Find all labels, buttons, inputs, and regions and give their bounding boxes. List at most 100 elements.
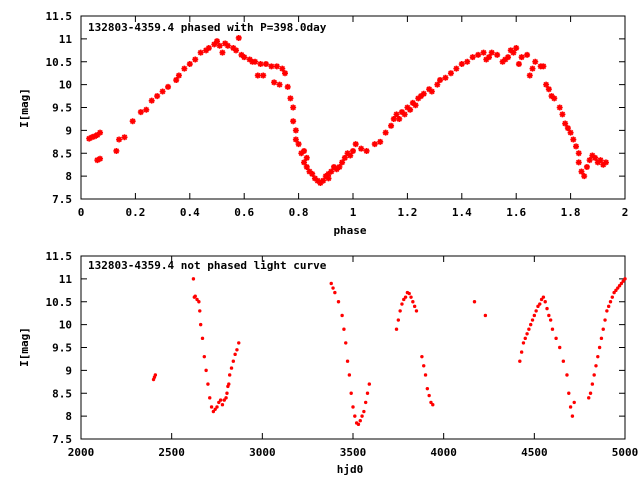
- data-point: [619, 281, 624, 286]
- data-point: [575, 159, 582, 166]
- data-point: [301, 159, 308, 166]
- data-point: [464, 58, 471, 65]
- y-tick-label: 10: [59, 79, 72, 92]
- data-point: [377, 138, 384, 145]
- x-tick-label: 0: [78, 206, 85, 219]
- data-point: [159, 88, 166, 95]
- data-point: [592, 154, 599, 161]
- data-point: [197, 49, 204, 56]
- x-axis-label: hjd0: [337, 463, 364, 476]
- data-point: [231, 359, 236, 363]
- data-point: [301, 147, 308, 154]
- data-point: [472, 300, 477, 304]
- data-point: [559, 111, 566, 118]
- data-point: [137, 109, 144, 116]
- data-point: [565, 373, 569, 377]
- data-point: [420, 354, 424, 359]
- data-point: [97, 155, 104, 162]
- y-tick-label: 10.5: [46, 296, 73, 309]
- data-point: [290, 118, 297, 125]
- data-point: [597, 345, 602, 350]
- chart-title: 132803-4359.4 phased with P=398.0day: [88, 21, 327, 34]
- x-tick-label: 0.8: [289, 206, 309, 219]
- data-point: [344, 341, 348, 345]
- data-point: [610, 295, 615, 299]
- data-point: [284, 83, 291, 90]
- data-point: [398, 109, 405, 116]
- data-point: [276, 81, 283, 88]
- data-point: [422, 364, 426, 368]
- x-tick-label: 0.4: [180, 206, 200, 219]
- data-point: [525, 332, 529, 336]
- data-point: [209, 405, 214, 409]
- data-point: [499, 58, 506, 65]
- data-point: [353, 414, 357, 418]
- data-point: [469, 54, 476, 61]
- data-point: [567, 391, 571, 395]
- data-point: [545, 306, 549, 311]
- data-point: [303, 154, 310, 161]
- data-point: [211, 409, 216, 414]
- data-point: [116, 136, 123, 143]
- data-point: [567, 129, 574, 136]
- data-point: [363, 147, 370, 154]
- data-point: [220, 402, 225, 407]
- data-point: [602, 159, 609, 166]
- data-point: [425, 386, 430, 391]
- data-point: [404, 104, 411, 111]
- x-tick-label: 1: [350, 206, 357, 219]
- data-point: [431, 402, 435, 407]
- data-point: [91, 133, 98, 140]
- data-point: [143, 106, 150, 113]
- data-point: [233, 352, 237, 357]
- data-point: [592, 373, 596, 377]
- y-tick-label: 11: [59, 273, 73, 286]
- data-point: [527, 327, 531, 331]
- data-point: [214, 38, 220, 45]
- data-point: [530, 318, 535, 322]
- data-point: [614, 288, 618, 293]
- data-point: [238, 51, 245, 58]
- data-point: [409, 99, 416, 106]
- data-point: [165, 83, 172, 90]
- data-point: [195, 297, 199, 302]
- data-point: [396, 115, 403, 122]
- data-point: [320, 177, 327, 184]
- data-point: [418, 93, 424, 100]
- data-point: [356, 422, 361, 427]
- data-point: [494, 51, 501, 58]
- data-point: [447, 70, 454, 77]
- data-point: [524, 51, 531, 58]
- y-tick-label: 7.5: [52, 193, 72, 206]
- x-tick-label: 3500: [340, 446, 367, 459]
- data-point: [415, 95, 422, 102]
- data-point: [342, 327, 346, 331]
- plot-frame: [80, 255, 626, 440]
- data-point: [227, 382, 231, 386]
- data-point: [237, 341, 241, 345]
- data-point: [601, 327, 605, 331]
- data-point: [427, 393, 431, 398]
- data-point: [347, 373, 352, 377]
- y-axis-label: I[mag]: [18, 327, 31, 367]
- data-point: [486, 54, 492, 61]
- x-tick-label: 0.6: [234, 206, 254, 219]
- data-point: [488, 49, 495, 56]
- data-point: [325, 175, 332, 182]
- data-point: [254, 72, 261, 79]
- data-point: [200, 336, 205, 341]
- data-point: [336, 300, 341, 304]
- data-point: [303, 163, 310, 170]
- data-point: [526, 72, 533, 79]
- data-point: [365, 391, 370, 395]
- data-point: [97, 129, 104, 136]
- data-point: [287, 95, 294, 102]
- data-point: [333, 166, 340, 173]
- data-point: [252, 58, 259, 65]
- data-point: [554, 336, 558, 341]
- data-point: [192, 56, 199, 63]
- data-point: [597, 157, 604, 164]
- x-tick-label: 4000: [430, 446, 457, 459]
- x-tick-label: 2500: [158, 446, 185, 459]
